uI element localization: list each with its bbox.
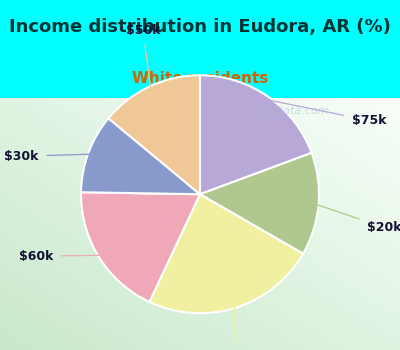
Text: $30k: $30k <box>4 150 92 163</box>
Wedge shape <box>150 194 303 313</box>
Wedge shape <box>81 192 200 302</box>
Text: City-Data.com: City-Data.com <box>250 106 329 116</box>
Text: $20k: $20k <box>315 204 400 234</box>
Wedge shape <box>108 75 200 194</box>
Text: $75k: $75k <box>266 99 386 127</box>
Text: $40k: $40k <box>216 304 250 350</box>
Text: $60k: $60k <box>18 250 102 262</box>
Text: $50k: $50k <box>126 23 160 90</box>
Text: White residents: White residents <box>132 71 268 86</box>
Wedge shape <box>81 118 200 194</box>
Wedge shape <box>200 153 319 254</box>
Text: Income distribution in Eudora, AR (%): Income distribution in Eudora, AR (%) <box>9 19 391 36</box>
Wedge shape <box>200 75 312 194</box>
